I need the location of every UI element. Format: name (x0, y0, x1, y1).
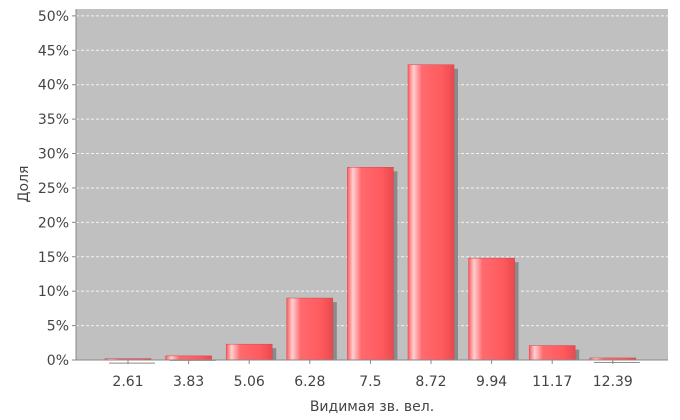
y-axis-label: Доля (16, 166, 32, 203)
y-tick-label: 40% (38, 78, 69, 94)
bar-3.83 (165, 355, 212, 361)
y-tick-label: 50% (38, 9, 69, 25)
x-tick-label: 9.94 (476, 374, 507, 390)
y-tick-label: 20% (38, 215, 69, 231)
y-tick-label: 5% (47, 319, 69, 335)
x-axis-label: Видимая зв. вел. (310, 399, 434, 415)
bar-7.5 (347, 167, 394, 361)
x-tick-label: 2.61 (112, 374, 143, 390)
x-tick-label: 5.06 (234, 374, 265, 390)
y-tick-label: 30% (38, 147, 69, 163)
y-tick-label: 10% (38, 284, 69, 300)
bar-11.17 (528, 345, 576, 361)
y-axis: 0% 5% 10% 15% 20% 25% 30% 35% 40% 45% 50% (38, 9, 77, 369)
y-tick-label: 45% (38, 43, 69, 59)
x-tick-label: 7.5 (359, 374, 381, 390)
x-tick-label: 11.17 (532, 374, 572, 390)
bar-8.72 (407, 64, 455, 361)
y-tick-label: 0% (47, 353, 69, 369)
bar-shadow (109, 362, 155, 364)
bar-6.28 (286, 297, 334, 361)
x-tick-label: 3.83 (173, 374, 204, 390)
bar-9.94 (468, 257, 515, 361)
bar-5.06 (225, 343, 273, 361)
y-tick-label: 15% (38, 250, 69, 266)
x-axis: 2.61 3.83 5.06 6.28 7.5 8.72 9.94 11.17 12.39 (76, 359, 668, 390)
x-tick-label: 8.72 (415, 374, 446, 390)
y-tick-label: 35% (38, 112, 69, 128)
x-tick-label: 12.39 (593, 374, 633, 390)
bars (104, 64, 637, 361)
x-tick-label: 6.28 (294, 374, 325, 390)
bar-shadow (593, 361, 640, 363)
y-tick-label: 25% (38, 181, 69, 197)
